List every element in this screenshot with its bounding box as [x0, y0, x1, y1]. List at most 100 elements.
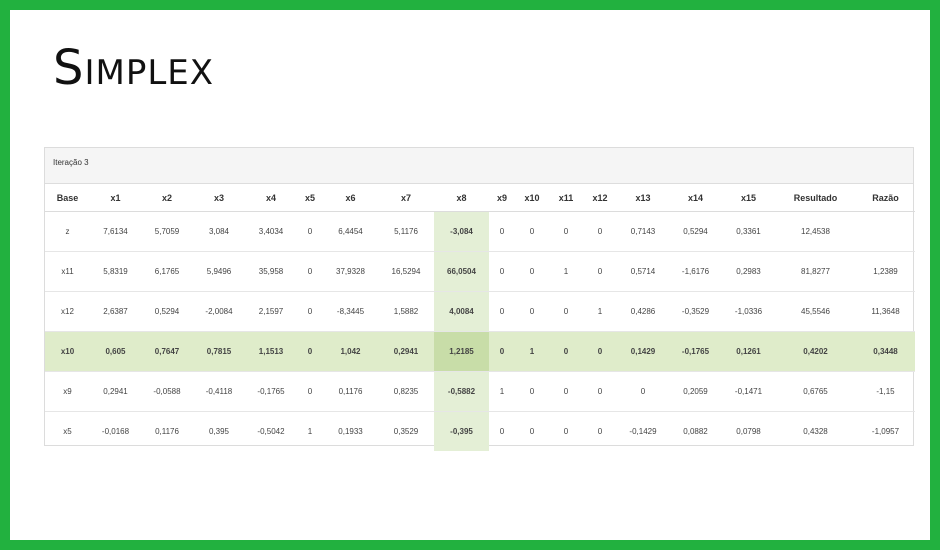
- table-cell: 0: [549, 331, 583, 372]
- table-cell: -8,3445: [323, 291, 378, 332]
- table-cell: [856, 212, 915, 252]
- table-cell: 0: [515, 411, 549, 451]
- table-cell: 81,8277: [775, 251, 856, 292]
- table-cell: -3,084: [434, 211, 489, 252]
- table-cell: 0: [489, 411, 515, 451]
- table-cell: 1,1513: [245, 331, 297, 372]
- table-cell: 6,1765: [141, 251, 193, 292]
- table-cell: -1,15: [856, 371, 915, 412]
- table-cell: 1: [549, 251, 583, 292]
- table-cell: 0,7815: [193, 331, 245, 372]
- column-header: x8: [434, 184, 489, 212]
- table-cell: 5,9496: [193, 251, 245, 292]
- table-cell: 0: [297, 251, 323, 292]
- column-header: x15: [722, 184, 775, 212]
- table-cell: 7,6134: [103, 227, 128, 236]
- column-header: Base: [45, 184, 90, 212]
- table-header-row: Base x1 x2 x3 x4 x5 x6 x7 x8 x9 x10 x11 x12 x13 x14 x15…: [45, 184, 915, 212]
- table-cell: 0,4202: [775, 331, 856, 372]
- table-cell: 0,2059: [669, 371, 722, 412]
- table-cell: 0: [515, 291, 549, 332]
- table-cell: 0: [515, 371, 549, 412]
- table-cell: 0: [563, 227, 569, 236]
- table-cell: -0,1471: [722, 371, 775, 412]
- column-header: x5: [297, 184, 323, 212]
- simplex-table: Base x1 x2 x3 x4 x5 x6 x7 x8 x9 x10 x11 x12 x13 x14 x15…: [45, 184, 915, 451]
- table-cell: 4,0084: [434, 291, 489, 332]
- table-cell: 0: [297, 291, 323, 332]
- column-header: x13: [617, 184, 669, 212]
- column-header: x3: [193, 184, 245, 212]
- table-cell: 0,605: [90, 331, 141, 372]
- row-base-cell: x11: [45, 251, 90, 292]
- table-cell: 0,2941: [378, 331, 434, 372]
- table-cell: 0,7647: [141, 331, 193, 372]
- table-cell: 0,1933: [323, 411, 378, 451]
- page-title: Simplex: [53, 40, 215, 96]
- column-header: x6: [323, 184, 378, 212]
- table-cell: 66,0504: [434, 251, 489, 292]
- table-cell: 0,3529: [378, 411, 434, 451]
- table-cell: -1,0336: [722, 291, 775, 332]
- table-cell: -0,1429: [617, 411, 669, 451]
- table-cell: -0,395: [434, 411, 489, 451]
- table-row: x11 5,8319 6,1765 5,9496 35,958 0 37,9328 16,52…: [45, 251, 915, 292]
- table-cell: 45,5546: [775, 291, 856, 332]
- table-cell: 0,1176: [323, 371, 378, 412]
- table-cell: 1,2185: [434, 331, 489, 372]
- column-header: x12: [583, 184, 617, 212]
- table-cell: 0: [549, 411, 583, 451]
- table-cell: 1,042: [323, 331, 378, 372]
- table-cell: 0,395: [193, 411, 245, 451]
- column-header: x1: [90, 184, 141, 212]
- table-body: z 7,6134 5,7059 3,084 3,4034 0 6,4454 5,1176 -3,…: [45, 211, 915, 451]
- column-header: x11: [549, 184, 583, 212]
- table-cell: 0,5714: [617, 251, 669, 292]
- table-cell: 0: [549, 371, 583, 412]
- table-cell: 16,5294: [378, 251, 434, 292]
- slide: Simplex Iteração 3 Base x1 x2 x3 x4 x5 x6 x7 x8 x…: [10, 10, 930, 540]
- table-row: x12 2,6387 0,5294 -2,0084 2,1597 0 -8,3445 1,58…: [45, 291, 915, 332]
- table-cell: 1: [515, 331, 549, 372]
- table-cell: 2,1597: [245, 291, 297, 332]
- column-header: x4: [245, 184, 297, 212]
- iteration-panel: Iteração 3 Base x1 x2 x3 x4 x5 x6 x7 x8 x9 x10 x11 x…: [44, 147, 915, 451]
- table-cell: 12,4538: [801, 227, 830, 236]
- table-row: x9 0,2941 -0,0588 -0,4118 -0,1765 0 0,1176 0,82…: [45, 371, 915, 412]
- column-header: Resultado: [775, 184, 856, 212]
- table-cell: 0: [529, 227, 535, 236]
- column-header: x2: [141, 184, 193, 212]
- table-cell: 3,4034: [258, 227, 284, 236]
- table-cell: 0,5294: [683, 227, 708, 236]
- table-cell: -0,0168: [90, 411, 141, 451]
- table-cell: 0: [489, 251, 515, 292]
- table-row: z 7,6134 5,7059 3,084 3,4034 0 6,4454 5,1176 -3,…: [45, 211, 915, 252]
- table-cell: 0: [583, 251, 617, 292]
- table-cell: 0,2941: [90, 371, 141, 412]
- table-cell: 1: [489, 371, 515, 412]
- table-cell: 6,4454: [338, 227, 363, 236]
- table-cell: 35,958: [245, 251, 297, 292]
- table-cell: 0: [617, 371, 669, 412]
- table-cell: 0: [583, 371, 617, 412]
- row-base-cell: x9: [45, 371, 90, 412]
- table-cell: 1: [583, 291, 617, 332]
- table-cell: 2,6387: [90, 291, 141, 332]
- table-cell: -1,6176: [669, 251, 722, 292]
- table-cell: 0: [297, 371, 323, 412]
- table-cell: -0,5882: [434, 371, 489, 412]
- column-header: x7: [378, 184, 434, 212]
- table-cell: 0,1429: [617, 331, 669, 372]
- table-cell: 0,4328: [775, 411, 856, 451]
- table-cell: -2,0084: [193, 291, 245, 332]
- table-cell: 0: [307, 227, 313, 236]
- row-base-cell: z: [65, 227, 70, 236]
- column-header: Razão: [856, 184, 915, 212]
- table-cell: 1,2389: [856, 251, 915, 292]
- table-cell: 0,0882: [669, 411, 722, 451]
- table-cell: 0: [489, 291, 515, 332]
- table-cell: 0,3361: [736, 227, 761, 236]
- table-cell: 0,6765: [775, 371, 856, 412]
- panel-heading: Iteração 3: [45, 148, 913, 184]
- row-base-cell: x12: [45, 291, 90, 332]
